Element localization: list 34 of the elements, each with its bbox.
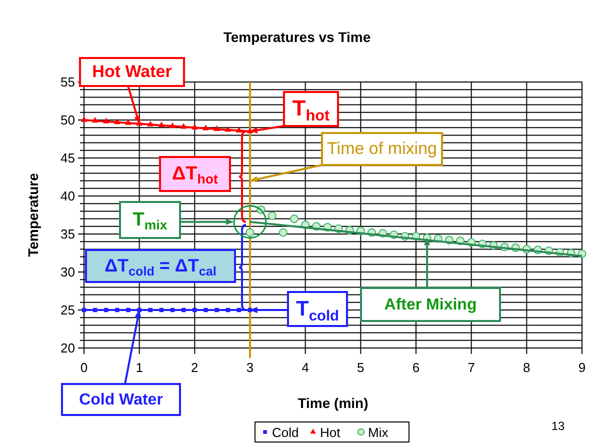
annotation: Hot Water	[92, 62, 172, 82]
annotation: T$_{mix}$	[132, 210, 168, 233]
x-tick-label: 5	[357, 360, 364, 375]
legend-label: Cold	[272, 425, 299, 440]
y-tick-label: 55	[60, 74, 75, 90]
annotation: Time of mixing	[327, 139, 437, 158]
x-tick-label: 1	[136, 360, 143, 375]
x-tick-label: 4	[302, 360, 309, 375]
x-tick-label: 9	[578, 360, 586, 375]
annotation: ΔT$_{cold}$ = ΔT$_{cal}$	[104, 255, 216, 278]
y-tick-label: 45	[60, 150, 75, 166]
legend-label: Hot	[320, 425, 341, 440]
legend-label: Mix	[368, 425, 389, 440]
y-tick-label: 35	[60, 226, 75, 242]
y-tick-label: 20	[60, 340, 75, 356]
y-tick-label: 25	[60, 302, 75, 318]
y-tick-label: 50	[60, 112, 75, 128]
annotation: After Mixing	[384, 296, 477, 314]
annotation: ΔT$_{hot}$	[172, 164, 219, 187]
x-tick-label: 8	[523, 360, 530, 375]
annotation: Cold Water	[79, 391, 163, 408]
text: 13	[551, 419, 565, 433]
y-tick-label: 40	[60, 188, 75, 204]
y-tick-label: 30	[60, 264, 75, 280]
x-tick-label: 3	[246, 360, 254, 375]
y-axis-title: Temperature	[25, 172, 41, 257]
chart-title: Temperatures vs Time	[223, 29, 371, 45]
annotation: T$_{cold}$	[296, 297, 340, 324]
x-tick-label: 2	[191, 360, 198, 375]
annotation: T$_{hot}$	[292, 96, 330, 124]
x-tick-label: 6	[412, 360, 420, 375]
x-axis-title: Time (min)	[298, 395, 368, 411]
x-tick-label: 0	[80, 360, 88, 375]
x-tick-label: 7	[468, 360, 475, 375]
